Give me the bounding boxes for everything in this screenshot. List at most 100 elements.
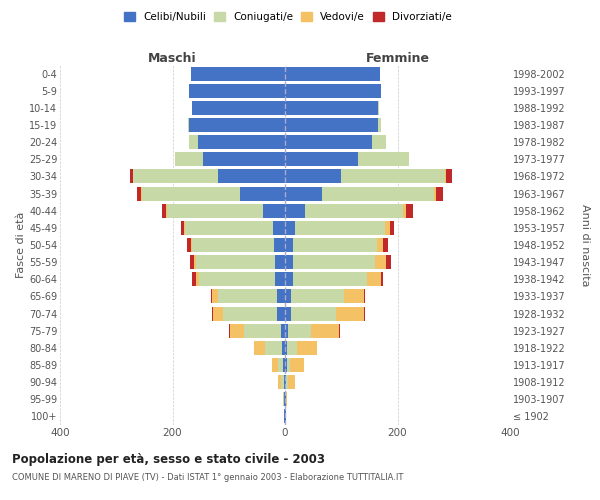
Bar [212,306,213,320]
Bar [244,324,281,338]
Text: Maschi: Maschi [148,52,197,65]
Bar [406,204,413,218]
Bar [285,375,286,389]
Bar [285,170,341,183]
Bar [385,221,389,235]
Bar [285,324,289,338]
Bar [181,221,184,235]
Bar [285,221,295,235]
Bar [322,186,434,200]
Bar [285,306,290,320]
Bar [358,152,409,166]
Y-axis label: Fasce di età: Fasce di età [16,212,26,278]
Text: COMUNE DI MARENO DI PIAVE (TV) - Dati ISTAT 1° gennaio 2003 - Elaborazione TUTTI: COMUNE DI MARENO DI PIAVE (TV) - Dati IS… [12,472,403,482]
Bar [190,135,198,149]
Bar [372,135,386,149]
Bar [196,272,199,286]
Bar [275,255,285,269]
Bar [130,170,133,183]
Bar [283,392,284,406]
Bar [293,272,367,286]
Bar [278,358,283,372]
Bar [272,221,285,235]
Bar [196,255,275,269]
Bar [190,255,194,269]
Bar [341,170,445,183]
Bar [286,375,288,389]
Bar [133,170,218,183]
Bar [277,306,285,320]
Bar [378,101,379,115]
Bar [446,170,452,183]
Legend: Celibi/Nubili, Coniugati/e, Vedovi/e, Divorziati/e: Celibi/Nubili, Coniugati/e, Vedovi/e, Di… [120,8,456,26]
Bar [188,118,190,132]
Bar [190,84,285,98]
Bar [285,238,293,252]
Bar [191,238,192,252]
Bar [383,238,388,252]
Text: Femmine: Femmine [365,52,430,65]
Bar [218,290,277,304]
Bar [199,272,275,286]
Bar [192,101,285,115]
Bar [285,358,287,372]
Bar [274,238,285,252]
Bar [289,324,311,338]
Bar [386,255,391,269]
Bar [290,290,344,304]
Bar [287,358,290,372]
Y-axis label: Anni di nascita: Anni di nascita [580,204,590,286]
Bar [364,290,365,304]
Bar [281,324,285,338]
Bar [285,152,358,166]
Bar [278,375,281,389]
Bar [285,135,372,149]
Bar [377,238,383,252]
Text: Popolazione per età, sesso e stato civile - 2003: Popolazione per età, sesso e stato civil… [12,452,325,466]
Bar [380,272,383,286]
Bar [211,290,212,304]
Bar [277,290,285,304]
Bar [203,152,285,166]
Bar [184,221,185,235]
Bar [187,238,191,252]
Bar [275,272,285,286]
Bar [284,375,285,389]
Bar [287,341,298,355]
Bar [254,341,265,355]
Bar [285,84,380,98]
Bar [288,375,295,389]
Bar [263,204,285,218]
Bar [272,358,278,372]
Bar [137,186,141,200]
Bar [389,221,394,235]
Bar [298,341,317,355]
Bar [285,341,287,355]
Bar [213,306,223,320]
Bar [286,392,287,406]
Bar [285,255,293,269]
Bar [218,170,285,183]
Bar [282,341,285,355]
Bar [285,272,293,286]
Bar [285,66,380,80]
Bar [191,272,196,286]
Bar [403,204,406,218]
Bar [212,290,218,304]
Bar [305,204,403,218]
Bar [285,101,378,115]
Bar [436,186,443,200]
Bar [434,186,436,200]
Bar [265,341,282,355]
Bar [162,204,166,218]
Bar [142,186,240,200]
Bar [375,255,386,269]
Bar [167,204,263,218]
Bar [290,306,335,320]
Bar [285,186,322,200]
Bar [293,238,377,252]
Bar [335,306,364,320]
Bar [295,221,385,235]
Bar [230,324,244,338]
Bar [311,324,339,338]
